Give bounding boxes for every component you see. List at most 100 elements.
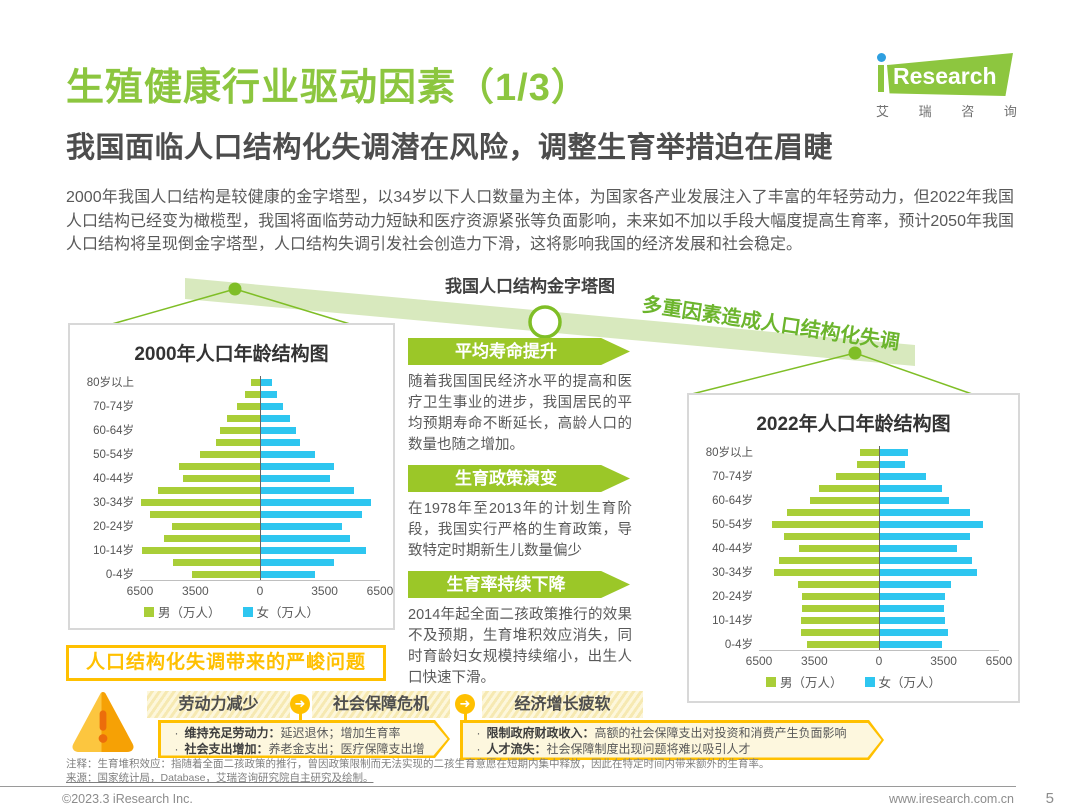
pyramid-row: 60-64岁 [80,424,383,437]
male-bar [773,568,879,576]
female-bar [260,462,334,470]
legend-item: 男（万人） [143,602,221,621]
x-tick-label: 0 [256,584,264,598]
pyramid-plot-row [759,590,999,602]
x-axis: 6500 3500 0 3500 6500 [746,650,1012,668]
pyramid-row [699,626,1008,638]
bullet-dot-icon: · [476,741,481,756]
intro-paragraph: 2000年我国人口结构是较健康的金字塔型，以34岁以下人口数量为主体，为国家各产… [66,189,1014,253]
page-title: 生殖健康行业驱动因素（1/3） [66,67,590,109]
pyramid-row [699,482,1008,494]
female-bar [260,378,272,386]
legend-label: 女（万人） [878,676,942,690]
male-bar [783,532,879,540]
age-axis-label: 20-24岁 [93,521,134,533]
factor-arrow-banner: 生育率持续下降 [408,571,630,598]
pyramid-plot-row [759,518,999,530]
age-axis-label: 70-74岁 [712,471,753,483]
male-bar [157,486,260,494]
bullet-label: 人才流失： [486,741,547,756]
legend-label: 男（万人） [779,676,843,690]
chain-stem [298,712,302,722]
age-axis-label: 80岁以上 [705,447,753,459]
age-axis-label: 10-14岁 [93,545,134,557]
chain-arrow-icon: ➜ [290,694,310,714]
male-bar [797,580,879,588]
pyramid-plot-row [140,460,380,472]
pyramid-plot-row [140,556,380,568]
factor-description: 随着我国国民经济水平的提高和医疗卫生事业的进步，我国居民的平均预期寿命不断延长，… [408,374,632,453]
male-bar [173,558,260,566]
female-bar [879,604,944,612]
copyright-text: ©2023.3 iResearch Inc. [62,792,193,806]
website-link[interactable]: www.iresearch.com.cn [888,792,1014,806]
pyramid-row: 20-24岁 [699,590,1008,603]
male-bar [809,496,879,504]
pyramid-row [80,484,383,496]
male-bar [856,460,879,468]
female-bar [879,496,950,504]
bullet-label: 维持充足劳动力： [184,725,281,740]
male-bar [226,414,260,422]
age-axis-label: 80岁以上 [86,377,134,389]
male-bar [236,402,260,410]
legend: 男（万人） 女（万人） [80,602,383,621]
bullet-dot-icon: · [476,725,481,740]
female-bar [260,546,367,554]
fulcrum-circle [528,305,562,339]
x-axis: 6500 3500 0 3500 6500 [127,580,393,598]
pyramid-row [80,556,383,568]
age-axis-label: 50-54岁 [93,449,134,461]
callout-content: · 限制政府财政收入： 高额的社会保障支出对投资和消费产生负面影响 · 人才流失： 社会保… [463,723,882,758]
female-bar [260,426,296,434]
x-tick-label: 3500 [801,654,828,668]
female-legend-swatch [242,606,253,617]
chain-stem [463,712,467,722]
male-bar [801,616,879,624]
legend: 男（万人） 女（万人） [699,672,1008,691]
legend-label: 女（万人） [256,606,320,620]
bullet-text: 延迟退休；增加生育率 [280,725,401,740]
pyramid-row: 40-44岁 [80,472,383,485]
male-bar [771,520,879,528]
male-bar [819,484,879,492]
male-legend-swatch [765,676,776,687]
x-tick-label: 6500 [985,654,1013,668]
factor-description: 2014年起全面二孩政策推行的效果不及预期，生育堆积效应消失，同时育龄妇女规模持… [408,607,632,686]
pyramid-row: 40-44岁 [699,542,1008,555]
pyramid-plot-row [140,496,380,508]
female-bar [260,534,350,542]
age-axis-label: 40-44岁 [93,473,134,485]
callout-economy: · 限制政府财政收入： 高额的社会保障支出对投资和消费产生负面影响 · 人才流失： 社会保… [460,720,884,760]
female-bar [879,508,971,516]
callout-content: · 维持充足劳动力： 延迟退休；增加生育率 · 社会支出增加： 养老金支出；医疗保障支出增… [161,723,448,756]
x-tick-label: 3500 [311,584,338,598]
bullet-dot-icon: · [174,725,179,740]
male-bar [200,450,260,458]
female-bar [260,486,355,494]
female-bar [260,474,331,482]
chart-2022-box: 2022年人口年龄结构图 80岁以上 70-74岁 60-64岁 50-54岁 40-4… [687,393,1020,703]
left-anchor-dot [228,282,242,296]
male-bar [183,474,260,482]
page-number: 5 [1045,790,1054,807]
pyramid-plot-row [140,472,380,484]
pyramid-plot-row [759,494,999,506]
pyramid-row [80,460,383,472]
pyramid-row: 50-54岁 [699,518,1008,531]
male-bar [802,592,879,600]
pyramid-plot-row [140,544,380,556]
male-bar [245,390,260,398]
pyramid-row [80,532,383,544]
logo-i-icon [878,65,884,92]
female-bar [879,592,946,600]
male-bar [798,544,879,552]
age-axis-label: 20-24岁 [712,591,753,603]
x-tick-label: 6500 [126,584,154,598]
male-bar [835,472,879,480]
pyramid-plot-row [140,484,380,496]
age-axis-label: 50-54岁 [712,519,753,531]
x-tick-label: 6500 [366,584,394,598]
male-legend-swatch [143,606,154,617]
age-axis-label: 30-34岁 [712,567,753,579]
